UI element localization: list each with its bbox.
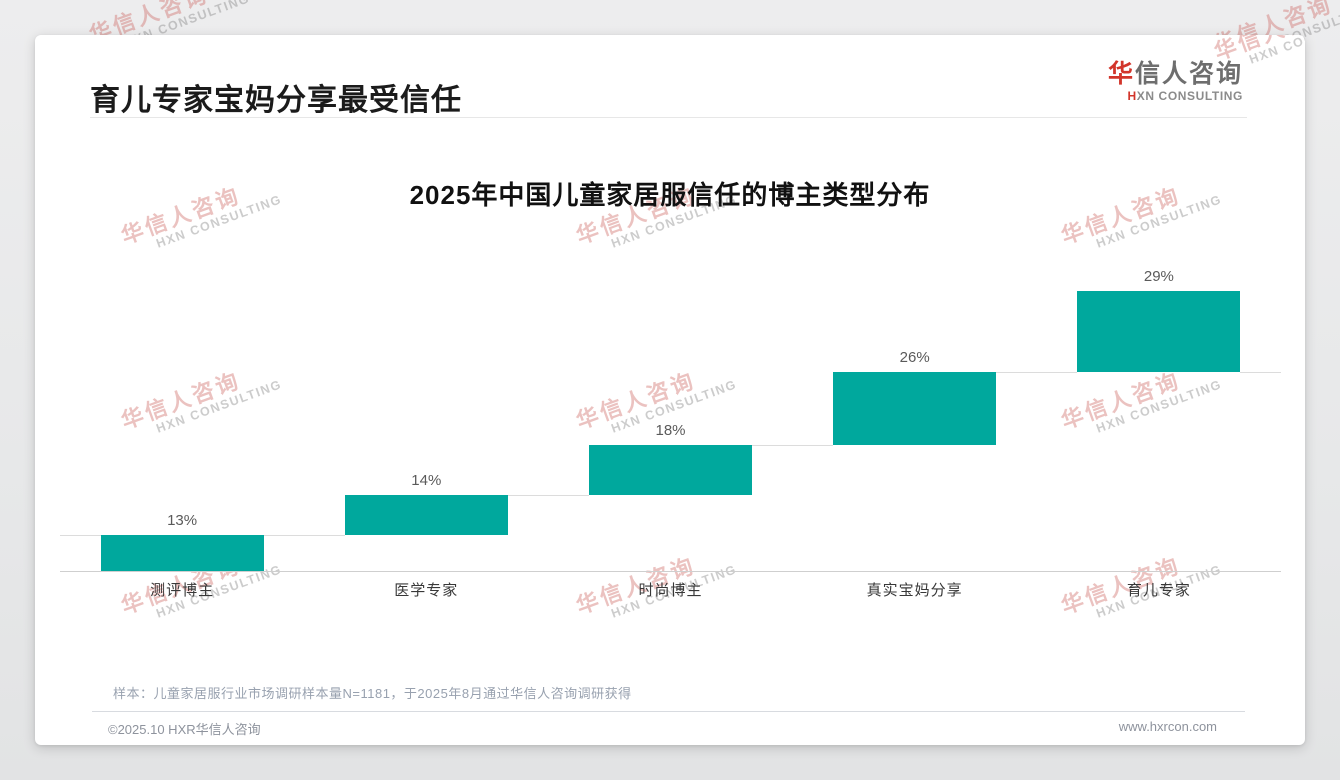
brand-logo-gray-glyphs: 信人咨询 xyxy=(1134,60,1243,88)
copyright-text: ©2025.10 HXR华信人咨询 xyxy=(108,722,261,737)
footer-divider xyxy=(92,711,1245,712)
connector-line xyxy=(752,445,834,446)
chart-bar xyxy=(344,495,508,535)
bar-value-label: 29% xyxy=(1143,268,1174,285)
brand-logo-gray-letters: XN CONSULTING xyxy=(1136,89,1243,103)
sample-note: 样本：儿童家居服行业市场调研样本量N=1181，于2025年8月通过华信人咨询调… xyxy=(113,686,632,701)
bar-value-label: 18% xyxy=(655,422,686,439)
chart-title: 2025年中国儿童家居服信任的博主类型分布 xyxy=(409,180,931,210)
x-axis-line xyxy=(60,571,1281,572)
slide-card: 华信人咨询 HXN CONSULTING 华信人咨询 HXN CONSULTING 华信… xyxy=(35,35,1305,745)
x-axis-label: 医学专家 xyxy=(394,582,459,599)
connector-line xyxy=(263,534,345,536)
page-title: 育儿专家宝妈分享最受信任 xyxy=(90,84,462,117)
x-axis-label: 时尚博主 xyxy=(638,582,703,599)
chart-bar xyxy=(589,445,752,496)
chart-bar xyxy=(1077,291,1241,373)
brand-logo-red-letter: H xyxy=(1127,89,1137,103)
x-axis-label: 测评博主 xyxy=(150,582,215,599)
brand-logo: 华信人咨询 HXN CONSULTING xyxy=(1108,59,1243,103)
header-divider xyxy=(90,117,1247,118)
brand-logo-red-glyph: 华 xyxy=(1107,60,1135,88)
brand-logo-chinese: 华信人咨询 xyxy=(1108,59,1243,89)
connector-line xyxy=(60,534,101,536)
connector-line xyxy=(996,372,1078,374)
x-axis-label: 育儿专家 xyxy=(1126,582,1191,599)
brand-logo-english: HXN CONSULTING xyxy=(1108,89,1243,103)
website-text: www.hxrcon.com xyxy=(1118,719,1217,734)
bar-value-label: 14% xyxy=(411,472,442,490)
bar-value-label: 26% xyxy=(899,349,930,367)
connector-line xyxy=(507,495,589,497)
chart-bar xyxy=(100,534,264,571)
x-axis-label: 真实宝妈分享 xyxy=(866,582,963,599)
chart-plot-area: 13% 测评博主 14% 医学专家 18% 时尚博主 26% 真实宝妈分享 29% 育儿专家 xyxy=(35,35,1305,745)
bar-value-label: 13% xyxy=(167,511,198,529)
connector-line xyxy=(1240,372,1281,374)
chart-bar xyxy=(833,372,997,445)
